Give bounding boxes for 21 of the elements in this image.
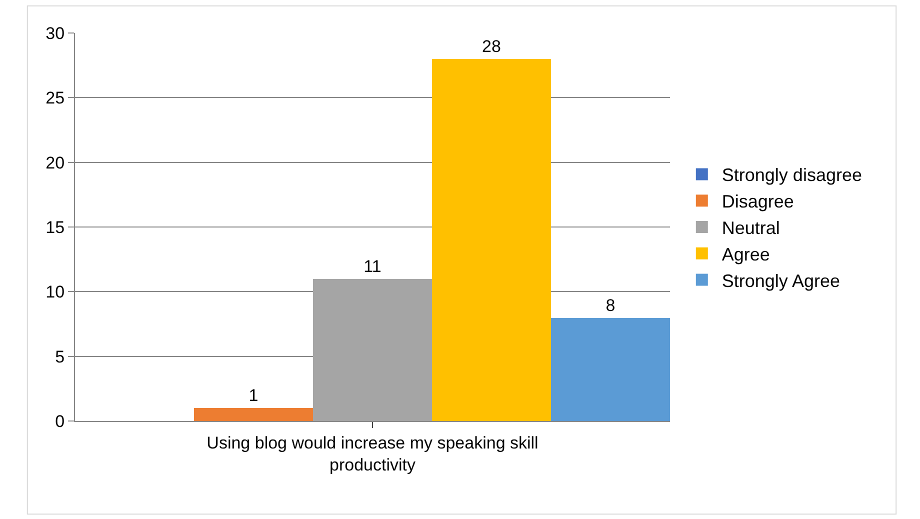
y-tick-label: 20 xyxy=(46,153,65,172)
data-label: 11 xyxy=(364,257,382,276)
legend-label: Agree xyxy=(722,244,770,264)
y-tick-label: 10 xyxy=(46,282,65,302)
bar xyxy=(194,408,313,421)
y-tick-label: 30 xyxy=(46,24,65,43)
legend-label: Neutral xyxy=(722,218,780,238)
y-tick-label: 5 xyxy=(55,347,65,366)
y-tick-label: 25 xyxy=(46,88,65,108)
bar xyxy=(551,318,670,421)
bar xyxy=(313,279,432,421)
legend-label: Disagree xyxy=(722,192,794,212)
legend-label: Strongly disagree xyxy=(722,165,862,186)
x-tick-label: Using blog would increase my speaking skill productivity xyxy=(206,433,538,474)
bar xyxy=(432,59,551,421)
legend-label: Strongly Agree xyxy=(722,270,840,291)
data-label: 1 xyxy=(248,386,258,405)
data-label: 8 xyxy=(606,296,616,315)
data-label: 28 xyxy=(482,37,501,56)
y-tick-label: 0 xyxy=(55,412,65,431)
y-tick-label: 15 xyxy=(46,218,65,237)
